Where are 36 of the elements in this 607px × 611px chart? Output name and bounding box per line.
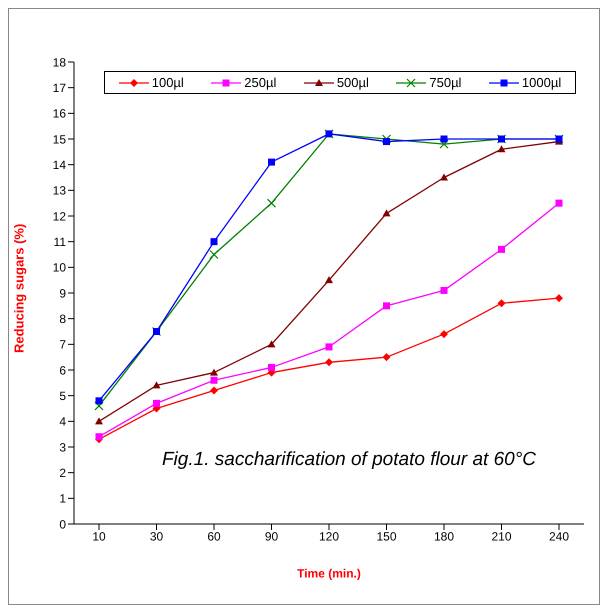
legend-label: 500µl — [336, 75, 369, 90]
y-tick-label: 8 — [59, 312, 66, 326]
y-tick-label: 5 — [59, 388, 66, 403]
x-tick-label: 210 — [491, 530, 512, 544]
x-tick-label: 60 — [207, 530, 221, 544]
y-tick-label: 10 — [52, 260, 66, 275]
y-tick-label: 14 — [52, 158, 66, 172]
x-tick-label: 30 — [150, 530, 164, 544]
y-tick-label: 15 — [52, 132, 66, 146]
y-tick-label: 0 — [59, 517, 66, 532]
x-tick-label: 150 — [376, 530, 397, 544]
y-tick-label: 18 — [52, 55, 66, 70]
legend-label: 100µl — [152, 75, 184, 90]
legend-label: 1000µl — [522, 75, 562, 90]
x-tick-label: 120 — [318, 530, 340, 544]
x-tick-label: 180 — [434, 530, 454, 544]
y-tick-label: 9 — [59, 286, 66, 300]
legend-label: 750µl — [429, 75, 462, 90]
legend-label: 250µl — [244, 75, 276, 90]
y-tick-label: 16 — [52, 106, 66, 121]
x-tick-label: 240 — [548, 530, 570, 544]
y-tick-label: 3 — [59, 440, 66, 454]
y-tick-label: 13 — [52, 184, 66, 198]
y-tick-label: 6 — [59, 363, 66, 378]
y-axis-title: Reducing sugars (%) — [12, 224, 27, 353]
x-tick-label: 10 — [92, 530, 106, 544]
y-tick-label: 12 — [52, 209, 66, 224]
y-tick-label: 17 — [52, 80, 66, 95]
y-tick-label: 4 — [59, 414, 66, 429]
x-tick-label: 90 — [264, 530, 278, 544]
y-tick-label: 7 — [59, 338, 66, 352]
y-tick-label: 2 — [59, 466, 66, 480]
y-tick-label: 11 — [54, 234, 66, 249]
y-tick-label: 1 — [59, 492, 66, 506]
x-axis-title: Time (min.) — [297, 566, 361, 581]
annotation: Fig.1. saccharification of potato flour at 60°C — [160, 449, 538, 471]
